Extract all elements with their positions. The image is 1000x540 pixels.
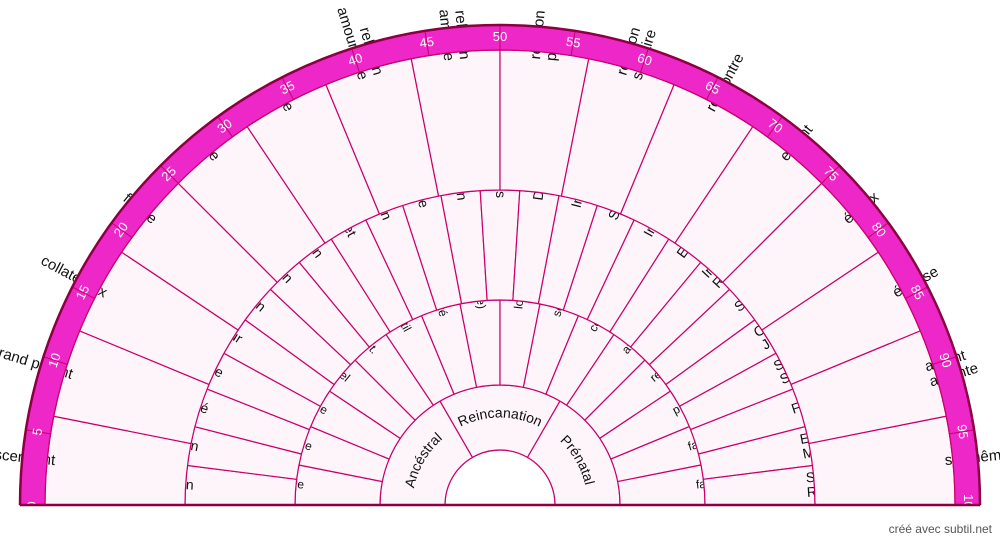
credit-text: créé avec subtil.net <box>889 522 992 536</box>
radial-chart: AncéstralReincanationPrénatalmatièreterr… <box>0 0 1000 540</box>
scale-tick-label: 55 <box>565 34 582 51</box>
scale-tick-label: 95 <box>954 423 971 440</box>
scale-tick-label: 50 <box>493 29 507 44</box>
scale-tick-label: 45 <box>418 34 435 51</box>
